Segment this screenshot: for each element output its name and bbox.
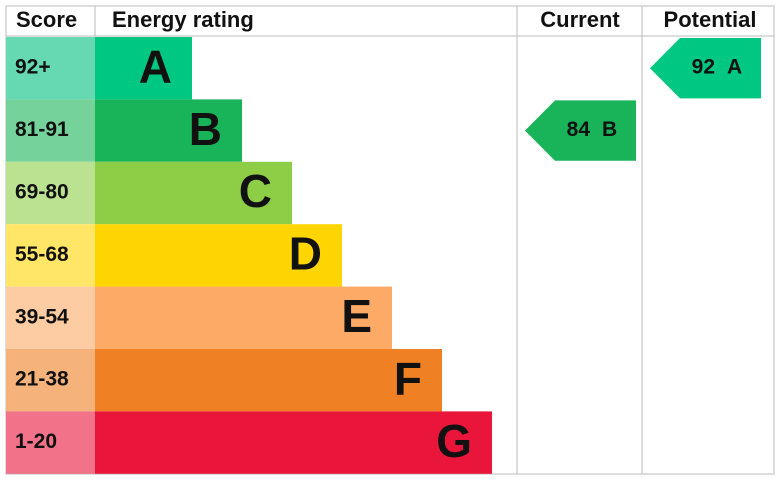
- potential-arrow: [650, 38, 761, 99]
- score-range: 81-91: [15, 118, 69, 141]
- rating-letter: F: [394, 352, 422, 404]
- score-range: 1-20: [15, 430, 57, 453]
- score-cell: [6, 411, 95, 474]
- header-potential: Potential: [664, 7, 757, 32]
- current-arrow: [525, 100, 636, 161]
- score-cell: [6, 349, 95, 412]
- score-range: 92+: [15, 56, 51, 79]
- rating-bar: [95, 224, 342, 287]
- rating-bar: [95, 37, 192, 100]
- header-score: Score: [16, 7, 77, 32]
- header-current: Current: [540, 7, 620, 32]
- score-cell: [6, 161, 95, 225]
- rating-bar: [95, 286, 392, 349]
- current-letter: B: [602, 118, 617, 141]
- score-cell: [6, 286, 95, 349]
- rating-bar: [95, 99, 242, 162]
- potential-value: 92: [692, 56, 715, 79]
- score-cell: [6, 37, 95, 100]
- score-cell: [6, 224, 95, 287]
- rating-letter: G: [436, 415, 472, 467]
- rating-letter: A: [139, 40, 172, 92]
- rating-bar: [95, 349, 442, 412]
- potential-letter: A: [727, 56, 742, 79]
- current-value: 84: [567, 118, 591, 141]
- rating-letter: D: [289, 228, 322, 280]
- score-range: 21-38: [15, 368, 69, 391]
- score-range: 39-54: [15, 305, 69, 328]
- rating-bar: [95, 161, 292, 225]
- rating-letter: C: [239, 165, 272, 217]
- rating-letter: B: [189, 103, 222, 155]
- header-rating: Energy rating: [112, 7, 254, 32]
- score-range: 55-68: [15, 243, 69, 266]
- score-range: 69-80: [15, 181, 69, 204]
- score-cell: [6, 99, 95, 162]
- rating-letter: E: [341, 290, 372, 342]
- rating-bar: [95, 411, 492, 474]
